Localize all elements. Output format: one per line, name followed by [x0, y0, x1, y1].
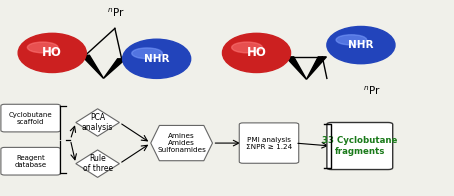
FancyBboxPatch shape	[1, 104, 60, 132]
Text: Rule
of three: Rule of three	[83, 154, 113, 173]
Polygon shape	[286, 57, 306, 79]
Text: Cyclobutane
scaffold: Cyclobutane scaffold	[9, 112, 53, 125]
Text: $^{n}$Pr: $^{n}$Pr	[107, 6, 124, 19]
Ellipse shape	[232, 42, 262, 53]
Polygon shape	[76, 150, 119, 177]
Text: Reagent
database: Reagent database	[15, 155, 47, 168]
FancyBboxPatch shape	[1, 147, 60, 175]
Ellipse shape	[132, 48, 163, 59]
Ellipse shape	[18, 33, 86, 73]
Ellipse shape	[336, 35, 367, 45]
Polygon shape	[81, 55, 104, 78]
Text: PMI analysis
ΣNPR ≥ 1.24: PMI analysis ΣNPR ≥ 1.24	[246, 137, 292, 150]
Text: Amines
Amides
Sulfonamides: Amines Amides Sulfonamides	[157, 133, 206, 153]
FancyBboxPatch shape	[239, 123, 299, 163]
Text: NHR: NHR	[348, 40, 374, 50]
Polygon shape	[76, 109, 119, 136]
Polygon shape	[306, 57, 326, 79]
Text: PCA
analysis: PCA analysis	[82, 113, 114, 132]
Ellipse shape	[123, 39, 191, 78]
Text: HO: HO	[247, 46, 266, 59]
Text: $^{n}$Pr: $^{n}$Pr	[364, 85, 381, 97]
FancyBboxPatch shape	[327, 122, 393, 170]
Polygon shape	[104, 59, 126, 78]
Text: NHR: NHR	[144, 54, 169, 64]
Polygon shape	[151, 125, 212, 161]
Ellipse shape	[327, 26, 395, 64]
Text: HO: HO	[42, 46, 62, 59]
Ellipse shape	[27, 42, 58, 53]
Ellipse shape	[222, 33, 291, 73]
Text: 33 Cyclobutane
fragments: 33 Cyclobutane fragments	[322, 136, 398, 156]
